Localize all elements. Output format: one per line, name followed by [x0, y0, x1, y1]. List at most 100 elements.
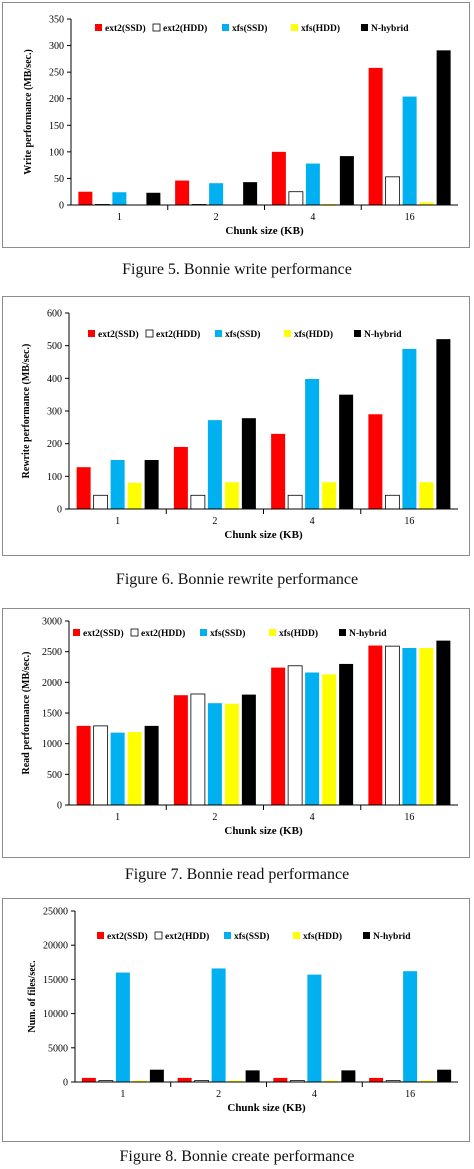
legend-swatch-ext2-ssd — [88, 330, 95, 337]
y-tick-label: 25000 — [43, 907, 68, 918]
bar-ext2-ssd-16 — [368, 414, 383, 509]
chart-rewrite: 0 100 200 300 400 500 600 1 2 4 16 Chunk size (KB) R… — [21, 309, 458, 541]
y-tick-label: 15000 — [43, 975, 68, 986]
x-tick-label: 1 — [115, 516, 120, 527]
bar-xfs-ssd-1 — [110, 732, 125, 805]
x-tick-label: 1 — [115, 812, 120, 823]
bar-xfs-hdd-1 — [127, 732, 142, 805]
legend-swatch-ext2-hdd — [152, 23, 161, 32]
bar-n-hybrid-1 — [149, 1069, 164, 1082]
x-axis-label: Chunk size (KB) — [225, 225, 304, 237]
legend-label-n-hybrid: N-hybrid — [364, 330, 402, 340]
y-tick-label: 350 — [49, 15, 64, 26]
bar-xfs-ssd-2 — [207, 420, 222, 509]
chart-create: 0 5000 10000 15000 20000 25000 1 2 4 16 Chunk size… — [27, 907, 458, 1114]
x-axis-label: Chunk size (KB) — [224, 529, 303, 541]
bar-ext2-hdd-16 — [384, 494, 400, 510]
bar-xfs-hdd-4 — [324, 1080, 339, 1082]
bar-xfs-hdd-1 — [127, 482, 142, 509]
bar-xfs-ssd-4 — [305, 672, 320, 805]
bar-ext2-ssd-1 — [76, 725, 91, 805]
bar-n-hybrid-2 — [241, 418, 256, 509]
bar-ext2-hdd-16 — [385, 176, 401, 206]
y-tick-label: 100 — [49, 147, 64, 158]
y-tick-label: 2500 — [42, 647, 62, 658]
y-tick-label: 150 — [49, 121, 64, 132]
y-tick-label: 0 — [59, 201, 64, 212]
y-tick-label: 5000 — [48, 1043, 68, 1054]
bar-xfs-hdd-2 — [224, 703, 239, 805]
chart-read: 0 500 1000 1500 2000 2500 3000 1 2 4 16 Chunk size … — [21, 617, 458, 837]
bar-ext2-hdd-4 — [288, 191, 304, 206]
y-tick-label: 0 — [57, 801, 62, 812]
x-tick-label: 16 — [405, 1089, 415, 1100]
bar-ext2-ssd-4 — [271, 151, 286, 205]
bar-ext2-ssd-16 — [368, 645, 383, 805]
bar-n-hybrid-4 — [339, 156, 354, 205]
legend-swatch-n-hybrid — [363, 932, 370, 939]
bar-ext2-ssd-16 — [369, 1077, 384, 1082]
y-tick-label: 100 — [47, 472, 62, 483]
bar-xfs-hdd-1 — [132, 1080, 147, 1082]
legend-label-n-hybrid: N-hybrid — [349, 629, 387, 639]
y-tick-label: 0 — [63, 1078, 68, 1089]
legend-label-n-hybrid: N-hybrid — [373, 932, 411, 942]
bar-ext2-hdd-4 — [287, 494, 303, 510]
bar-xfs-ssd-2 — [211, 968, 226, 1082]
bar-ext2-ssd-2 — [175, 180, 190, 205]
bar-n-hybrid-16 — [436, 640, 451, 805]
chart-write: 0 50 100 150 200 250 300 350 1 2 4 16 Chunk size (KB… — [23, 15, 458, 237]
bar-ext2-ssd-1 — [76, 467, 91, 509]
legend-label-ext2-hdd: ext2(HDD) — [165, 931, 209, 942]
bar-ext2-ssd-2 — [177, 1077, 192, 1082]
legend-label-xfs-hdd: xfs(HDD) — [303, 931, 342, 942]
bar-ext2-ssd-4 — [271, 433, 286, 509]
bar-ext2-ssd-4 — [271, 667, 286, 805]
y-tick-label: 300 — [47, 407, 62, 418]
bar-xfs-ssd-4 — [305, 163, 320, 205]
y-tick-label: 3000 — [42, 617, 62, 628]
legend-swatch-xfs-ssd — [222, 24, 229, 31]
legend-swatch-xfs-ssd — [200, 629, 207, 636]
y-tick-label: 200 — [49, 94, 64, 105]
y-tick-label: 400 — [47, 374, 62, 385]
bar-n-hybrid-2 — [243, 182, 258, 205]
x-axis-label: Chunk size (KB) — [227, 1102, 306, 1114]
bar-ext2-hdd-1 — [93, 494, 109, 510]
legend-label-ext2-ssd: ext2(SSD) — [83, 628, 124, 639]
legend-swatch-ext2-ssd — [95, 24, 102, 31]
legend-label-xfs-hdd: xfs(HDD) — [294, 329, 333, 340]
y-tick-label: 10000 — [43, 1009, 68, 1020]
legend-label-ext2-ssd: ext2(SSD) — [98, 329, 139, 340]
y-tick-label: 600 — [47, 309, 62, 320]
y-tick-label: 300 — [49, 41, 64, 52]
bar-n-hybrid-2 — [241, 694, 256, 805]
legend-label-xfs-ssd: xfs(SSD) — [210, 628, 245, 639]
x-tick-label: 1 — [117, 212, 122, 223]
bar-xfs-ssd-1 — [110, 460, 125, 509]
chart-panel-rewrite: 0 100 200 300 400 500 600 1 2 4 16 Chunk size (KB) R… — [2, 296, 470, 556]
bar-ext2-ssd-2 — [173, 446, 188, 509]
bar-xfs-hdd-4 — [322, 674, 337, 805]
bar-ext2-ssd-2 — [173, 695, 188, 805]
bar-n-hybrid-16 — [437, 1069, 452, 1082]
chart-panel-create: 0 5000 10000 15000 20000 25000 1 2 4 16 Chunk size… — [2, 898, 470, 1142]
x-tick-label: 16 — [404, 516, 414, 527]
y-tick-label: 500 — [47, 341, 62, 352]
bar-n-hybrid-2 — [245, 1070, 260, 1082]
legend-swatch-n-hybrid — [361, 24, 368, 31]
bar-ext2-ssd-16 — [368, 67, 383, 206]
x-tick-label: 16 — [405, 212, 415, 223]
bar-xfs-ssd-1 — [112, 192, 127, 205]
x-tick-label: 2 — [214, 212, 219, 223]
legend-swatch-xfs-ssd — [215, 330, 222, 337]
bar-n-hybrid-1 — [146, 192, 161, 205]
bar-xfs-hdd-16 — [420, 1080, 435, 1082]
figure-caption-create: Figure 8. Bonnie create performance — [119, 1148, 355, 1165]
x-tick-label: 2 — [216, 1089, 221, 1100]
legend-swatch-xfs-hdd — [284, 330, 291, 337]
legend-swatch-xfs-hdd — [293, 932, 300, 939]
bar-xfs-ssd-16 — [402, 647, 417, 805]
y-tick-label: 250 — [49, 68, 64, 79]
chart-panel-read: 0 500 1000 1500 2000 2500 3000 1 2 4 16 Chunk size … — [2, 608, 470, 858]
